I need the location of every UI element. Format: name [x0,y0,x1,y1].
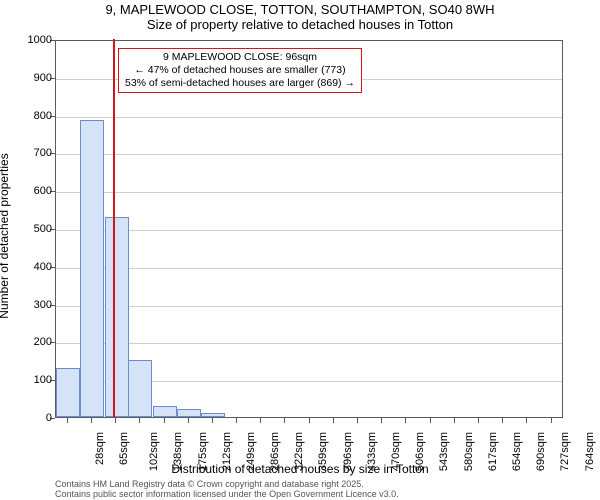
histogram-bar [177,409,201,417]
x-tick-mark [212,418,213,423]
x-tick-mark [284,418,285,423]
x-tick-mark [405,418,406,423]
x-tick-label: 470sqm [390,432,402,471]
x-tick-label: 286sqm [269,432,281,471]
x-tick-label: 617sqm [487,432,499,471]
title-line-2: Size of property relative to detached ho… [0,17,600,32]
histogram-bar [105,217,129,417]
y-tick-label: 300 [12,299,52,311]
histogram-bar [128,360,152,417]
subject-marker-line [113,39,115,417]
x-tick-mark [260,418,261,423]
y-tick-label: 900 [12,72,52,84]
y-tick-label: 100 [12,374,52,386]
y-tick-label: 500 [12,223,52,235]
x-tick-label: 138sqm [173,432,185,471]
x-tick-label: 543sqm [439,432,451,471]
y-tick-label: 700 [12,147,52,159]
x-tick-mark [502,418,503,423]
gridline [56,117,562,118]
chart-container: 9, MAPLEWOOD CLOSE, TOTTON, SOUTHAMPTON,… [0,0,600,500]
x-tick-mark [236,418,237,423]
gridline [56,343,562,344]
annotation-line: 53% of semi-detached houses are larger (… [125,77,355,90]
histogram-bar [56,368,80,417]
gridline [56,192,562,193]
x-tick-label: 359sqm [318,432,330,471]
x-tick-label: 654sqm [511,432,523,471]
gridline [56,306,562,307]
x-tick-label: 506sqm [414,432,426,471]
x-tick-mark [381,418,382,423]
histogram-bar [80,120,104,417]
x-tick-label: 433sqm [366,432,378,471]
x-tick-label: 28sqm [94,432,106,465]
x-tick-label: 212sqm [221,432,233,471]
annotation-line: ← 47% of detached houses are smaller (77… [125,64,355,77]
x-tick-mark [551,418,552,423]
gridline [56,268,562,269]
x-tick-label: 322sqm [293,432,305,471]
y-tick-label: 0 [12,412,52,424]
chart-title: 9, MAPLEWOOD CLOSE, TOTTON, SOUTHAMPTON,… [0,2,600,32]
annotation-box: 9 MAPLEWOOD CLOSE: 96sqm ← 47% of detach… [118,48,362,93]
x-tick-mark [526,418,527,423]
annotation-line: 9 MAPLEWOOD CLOSE: 96sqm [125,51,355,64]
x-tick-mark [478,418,479,423]
footer-line: Contains public sector information licen… [55,490,399,500]
x-tick-mark [91,418,92,423]
x-tick-label: 175sqm [197,432,209,471]
x-tick-mark [67,418,68,423]
x-tick-mark [430,418,431,423]
plot-area [55,40,563,418]
title-line-1: 9, MAPLEWOOD CLOSE, TOTTON, SOUTHAMPTON,… [0,2,600,17]
x-tick-label: 396sqm [342,432,354,471]
x-tick-mark [357,418,358,423]
x-tick-label: 102sqm [148,432,160,471]
y-tick-label: 200 [12,336,52,348]
histogram-bar [153,406,177,417]
y-tick-label: 800 [12,110,52,122]
x-tick-mark [139,418,140,423]
x-tick-mark [454,418,455,423]
x-tick-label: 580sqm [463,432,475,471]
x-tick-label: 727sqm [559,432,571,471]
x-tick-label: 764sqm [584,432,596,471]
footer-attribution: Contains HM Land Registry data © Crown c… [55,480,399,500]
x-tick-mark [333,418,334,423]
histogram-bar [201,413,225,417]
y-tick-label: 400 [12,261,52,273]
gridline [56,154,562,155]
x-tick-mark [188,418,189,423]
gridline [56,230,562,231]
y-tick-label: 600 [12,185,52,197]
x-tick-mark [309,418,310,423]
y-axis-label: Number of detached properties [0,153,11,318]
x-tick-label: 249sqm [245,432,257,471]
x-tick-label: 690sqm [535,432,547,471]
x-tick-label: 65sqm [118,432,130,465]
x-tick-mark [164,418,165,423]
x-tick-mark [115,418,116,423]
y-tick-label: 1000 [12,34,52,46]
